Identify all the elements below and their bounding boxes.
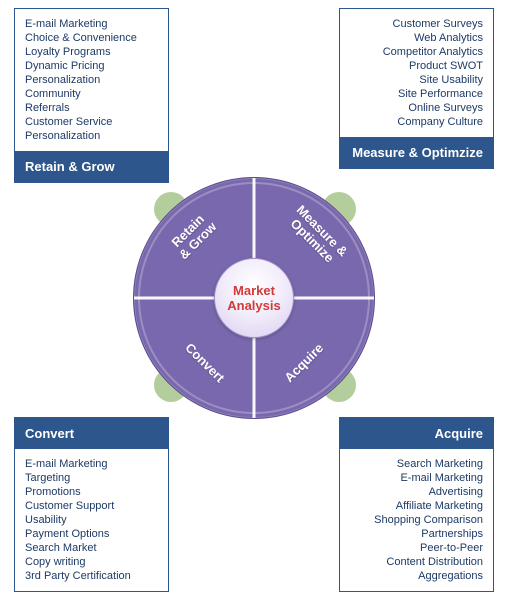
list-item: Promotions (25, 485, 158, 499)
wheel-center-label: Market Analysis (215, 283, 293, 313)
box-convert: Convert E-mail MarketingTargetingPromoti… (14, 417, 169, 592)
box-title: Convert (15, 418, 168, 449)
list-item: Customer Service (25, 115, 158, 129)
list-item: Site Usability (350, 73, 483, 87)
list-item: Search Market (25, 541, 158, 555)
box-list: Search MarketingE-mail MarketingAdvertis… (340, 449, 493, 591)
wheel-label-convert: Convert (182, 341, 227, 386)
list-item: Company Culture (350, 115, 483, 129)
list-item: Usability (25, 513, 158, 527)
box-measure-optimize: Measure & Optimzize Customer SurveysWeb … (339, 8, 494, 169)
list-item: Dynamic Pricing (25, 59, 158, 73)
list-item: Site Performance (350, 87, 483, 101)
list-item: Product SWOT (350, 59, 483, 73)
list-item: Referrals (25, 101, 158, 115)
list-item: Personalization (25, 129, 158, 143)
list-item: Search Marketing (350, 457, 483, 471)
list-item: Online Surveys (350, 101, 483, 115)
list-item: Choice & Convenience (25, 31, 158, 45)
list-item: Affiliate Marketing (350, 499, 483, 513)
list-item: Advertising (350, 485, 483, 499)
list-item: Community (25, 87, 158, 101)
list-item: Shopping Comparison (350, 513, 483, 527)
list-item: Partnerships (350, 527, 483, 541)
box-title: Acquire (340, 418, 493, 449)
list-item: E-mail Marketing (350, 471, 483, 485)
list-item: Customer Support (25, 499, 158, 513)
list-item: Peer-to-Peer (350, 541, 483, 555)
wheel-label-measure-optimize: Measure & Optimize (284, 203, 350, 269)
analysis-wheel: Retain & Grow Measure & Optimize Acquire… (133, 177, 375, 419)
list-item: Competitor Analytics (350, 45, 483, 59)
list-item: Targeting (25, 471, 158, 485)
box-retain-grow: Retain & Grow E-mail MarketingChoice & C… (14, 8, 169, 183)
wheel-label-acquire: Acquire (282, 341, 326, 385)
list-item: Copy writing (25, 555, 158, 569)
list-item: Loyalty Programs (25, 45, 158, 59)
list-item: Content Distribution (350, 555, 483, 569)
box-title: Measure & Optimzize (340, 137, 493, 168)
wheel-container: Retain & Grow Measure & Optimize Acquire… (133, 177, 375, 419)
list-item: E-mail Marketing (25, 17, 158, 31)
box-acquire: Acquire Search MarketingE-mail Marketing… (339, 417, 494, 592)
box-list: Customer SurveysWeb AnalyticsCompetitor … (340, 9, 493, 137)
box-list: E-mail MarketingChoice & ConvenienceLoya… (15, 9, 168, 151)
box-list: E-mail MarketingTargetingPromotionsCusto… (15, 449, 168, 591)
list-item: E-mail Marketing (25, 457, 158, 471)
list-item: Personalization (25, 73, 158, 87)
list-item: Customer Surveys (350, 17, 483, 31)
list-item: Aggregations (350, 569, 483, 583)
list-item: 3rd Party Certification (25, 569, 158, 583)
wheel-label-retain-grow: Retain & Grow (167, 210, 219, 262)
wheel-center: Market Analysis (214, 258, 294, 338)
list-item: Web Analytics (350, 31, 483, 45)
list-item: Payment Options (25, 527, 158, 541)
